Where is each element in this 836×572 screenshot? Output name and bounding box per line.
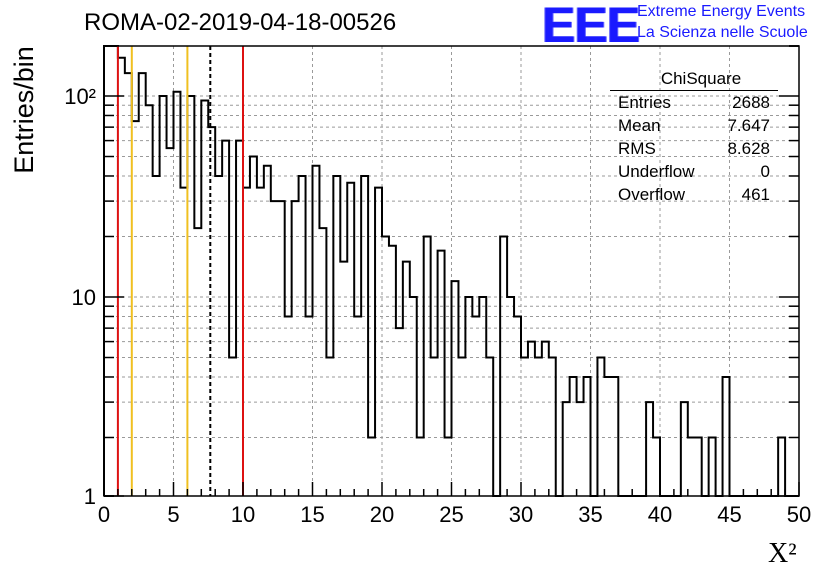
histogram-outline bbox=[103, 45, 799, 497]
axis-ticks bbox=[103, 45, 800, 497]
stat-value: 0 bbox=[760, 162, 770, 181]
reference-lines bbox=[116, 46, 244, 496]
x-tick-label: 10 bbox=[231, 502, 255, 527]
eee-logo: EEE bbox=[542, 0, 640, 53]
y-tick-label: 10 bbox=[72, 285, 96, 310]
x-tick-label: 15 bbox=[300, 502, 324, 527]
stat-name: Underflow bbox=[618, 162, 695, 181]
stat-name: Entries bbox=[618, 93, 671, 112]
tick-labels: 0 5 10 15 20 25 30 35 40 45 50 1 10 10² bbox=[64, 84, 811, 527]
x-tick-label: 35 bbox=[578, 502, 602, 527]
stat-row-entries: Entries 2688 bbox=[610, 91, 778, 114]
x-tick-label: 40 bbox=[648, 502, 672, 527]
y-axis-label: Entries/bin bbox=[9, 46, 39, 174]
x-tick-label: 0 bbox=[98, 502, 110, 527]
stats-title: ChiSquare bbox=[610, 68, 778, 91]
x-tick-label: 45 bbox=[717, 502, 741, 527]
stat-row-overflow: Overflow 461 bbox=[610, 183, 778, 206]
x-tick-label: 30 bbox=[509, 502, 533, 527]
stat-row-mean: Mean 7.647 bbox=[610, 114, 778, 137]
stat-name: Mean bbox=[618, 116, 661, 135]
stat-row-rms: RMS 8.628 bbox=[610, 137, 778, 160]
x-tick-label: 25 bbox=[439, 502, 463, 527]
stat-value: 8.628 bbox=[727, 139, 770, 158]
x-tick-label: 5 bbox=[167, 502, 179, 527]
stat-row-underflow: Underflow 0 bbox=[610, 160, 778, 183]
y-tick-label: 1 bbox=[84, 484, 96, 509]
stats-box: ChiSquare Entries 2688 Mean 7.647 RMS 8.… bbox=[610, 68, 778, 206]
run-title: ROMA-02-2019-04-18-00526 bbox=[84, 9, 397, 36]
logo-caption-line1: Extreme Energy Events bbox=[637, 3, 806, 20]
stat-value: 2688 bbox=[732, 93, 770, 112]
stat-value: 7.647 bbox=[727, 116, 770, 135]
x-tick-label: 50 bbox=[787, 502, 811, 527]
stat-name: RMS bbox=[618, 139, 656, 158]
logo-caption-line2: La Scienza nelle Scuole bbox=[637, 24, 808, 41]
stat-name: Overflow bbox=[618, 185, 686, 204]
y-tick-label: 10² bbox=[64, 84, 96, 109]
x-axis-label: X² bbox=[768, 538, 797, 569]
x-tick-label: 20 bbox=[370, 502, 394, 527]
stat-value: 461 bbox=[741, 185, 770, 204]
